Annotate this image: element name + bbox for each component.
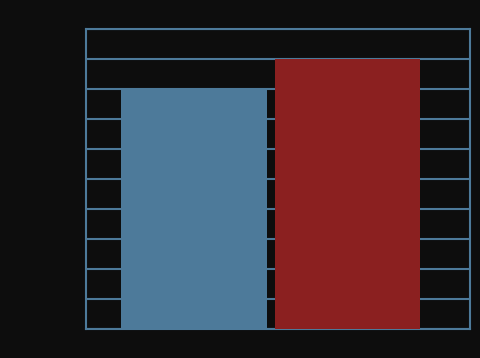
Bar [121,89,267,329]
Bar [275,59,420,329]
